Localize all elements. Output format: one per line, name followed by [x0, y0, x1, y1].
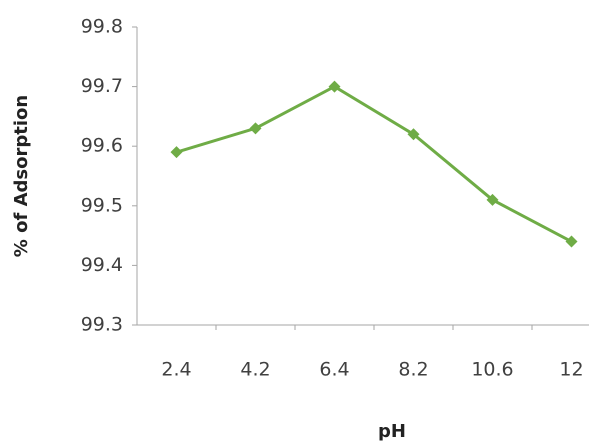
- y-tick-label: 99.3: [81, 314, 123, 336]
- x-axis-title: pH: [378, 421, 406, 441]
- data-point: [407, 128, 420, 141]
- x-tick-label: 4.2: [240, 359, 270, 381]
- y-tick-label: 99.6: [81, 135, 123, 157]
- data-point: [565, 235, 578, 248]
- x-tick-label: 8.2: [398, 359, 428, 381]
- data-point: [328, 80, 341, 93]
- y-tick-label: 99.8: [81, 16, 123, 38]
- y-tick-label: 99.7: [81, 75, 123, 97]
- data-point: [486, 193, 499, 206]
- data-point: [249, 122, 262, 135]
- x-tick-label: 6.4: [319, 359, 349, 381]
- x-tick-label: 10.6: [471, 359, 513, 381]
- data-point: [170, 146, 183, 159]
- data-line: [176, 84, 573, 243]
- y-tick-label: 99.5: [81, 194, 123, 216]
- x-tick-label: 2.4: [161, 359, 191, 381]
- y-tick-label: 99.4: [81, 254, 123, 276]
- x-tick-label: 12: [559, 359, 583, 381]
- y-axis-title: % of Adsorption: [11, 95, 32, 257]
